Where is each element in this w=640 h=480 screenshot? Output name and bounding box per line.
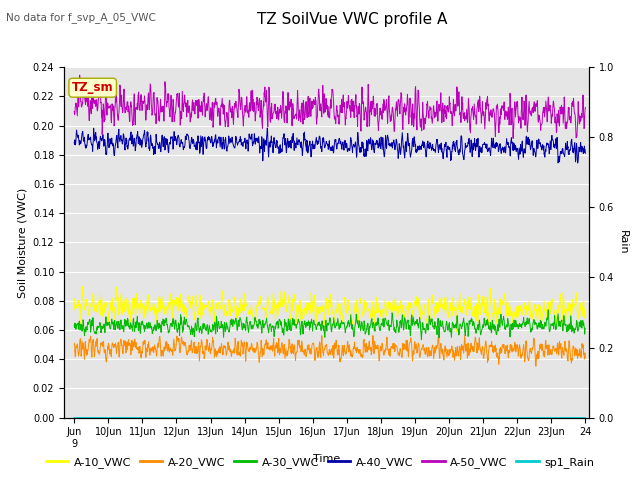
Legend: A-10_VWC, A-20_VWC, A-30_VWC, A-40_VWC, A-50_VWC, sp1_Rain: A-10_VWC, A-20_VWC, A-30_VWC, A-40_VWC, … xyxy=(42,452,598,472)
Y-axis label: Soil Moisture (VWC): Soil Moisture (VWC) xyxy=(17,187,27,298)
Text: TZ_sm: TZ_sm xyxy=(72,81,113,94)
X-axis label: Time: Time xyxy=(313,455,340,465)
Text: TZ SoilVue VWC profile A: TZ SoilVue VWC profile A xyxy=(257,12,447,27)
Y-axis label: Rain: Rain xyxy=(618,230,628,255)
Text: No data for f_svp_A_05_VWC: No data for f_svp_A_05_VWC xyxy=(6,12,156,23)
